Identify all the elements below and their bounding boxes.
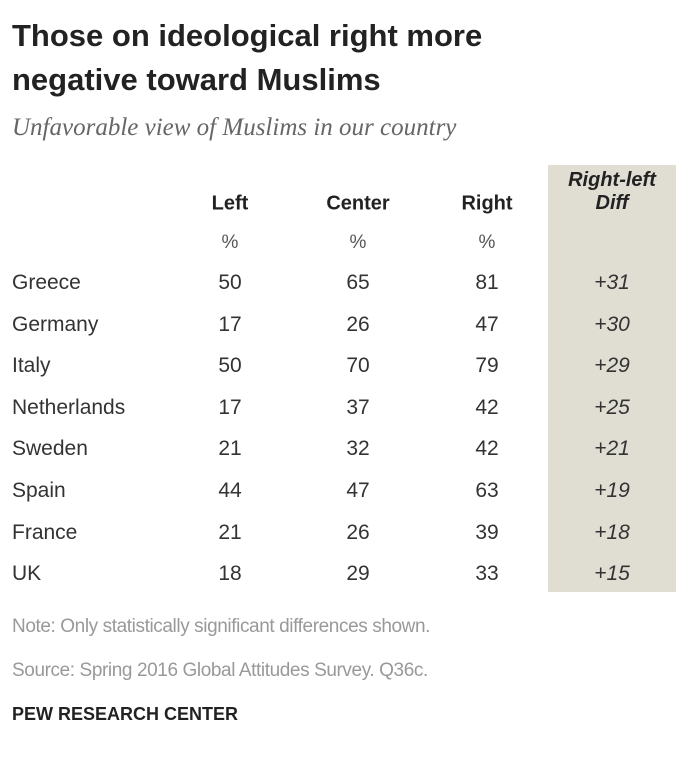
diff-value: +30 [594,312,630,336]
value-cell: 26 [346,520,370,544]
value-cell: 33 [475,562,499,586]
value-cell: 47 [475,312,499,336]
country-label: Sweden [12,437,88,461]
unit-label: % [349,232,367,253]
value-cell: 79 [475,354,499,378]
diff-value: +29 [594,354,630,378]
value-cell: 17 [218,395,242,419]
value-cell: 18 [218,562,242,586]
value-cell: 50 [218,354,242,378]
value-cell: 17 [218,312,242,336]
country-label: Greece [12,271,81,294]
value-cell: 42 [475,437,499,461]
source: Source: Spring 2016 Global Attitudes Sur… [12,660,428,681]
country-label: Netherlands [12,395,126,419]
note: Note: Only statistically significant dif… [12,616,431,637]
column-header: Right-left Diff [568,169,656,214]
value-cell: 29 [346,562,370,586]
country-label: UK [12,562,42,586]
value-cell: 21 [218,520,242,544]
diff-value: +31 [594,271,630,294]
value-cell: 50 [218,271,242,294]
column-header: Center [326,192,390,215]
subtitle: Unfavorable view of Muslims in our count… [12,114,457,141]
diff-value: +19 [594,479,630,502]
diff-value: +21 [594,437,630,461]
value-cell: 32 [346,437,370,461]
value-cell: 21 [218,437,242,461]
country-label: France [12,520,78,544]
unit-label: % [478,232,496,253]
country-label: Spain [12,479,66,502]
value-cell: 70 [346,354,370,378]
value-cell: 47 [346,479,370,502]
unit-label: % [221,232,239,253]
country-label: Italy [12,354,51,378]
column-header: Left [211,192,249,215]
country-label: Germany [12,312,99,336]
diff-column-background [548,165,676,592]
column-header: Right [461,192,513,215]
value-cell: 39 [475,520,499,544]
value-cell: 44 [218,479,242,502]
diff-value: +18 [594,520,630,544]
diff-value: +15 [594,562,630,586]
value-cell: 26 [346,312,370,336]
value-cell: 81 [475,271,499,294]
value-cell: 63 [475,479,499,502]
value-cell: 65 [346,271,370,294]
credit: PEW RESEARCH CENTER [12,704,239,724]
title: Those on ideological right more negative… [12,18,483,97]
diff-value: +25 [594,395,630,419]
value-cell: 42 [475,395,499,419]
value-cell: 37 [346,395,370,419]
